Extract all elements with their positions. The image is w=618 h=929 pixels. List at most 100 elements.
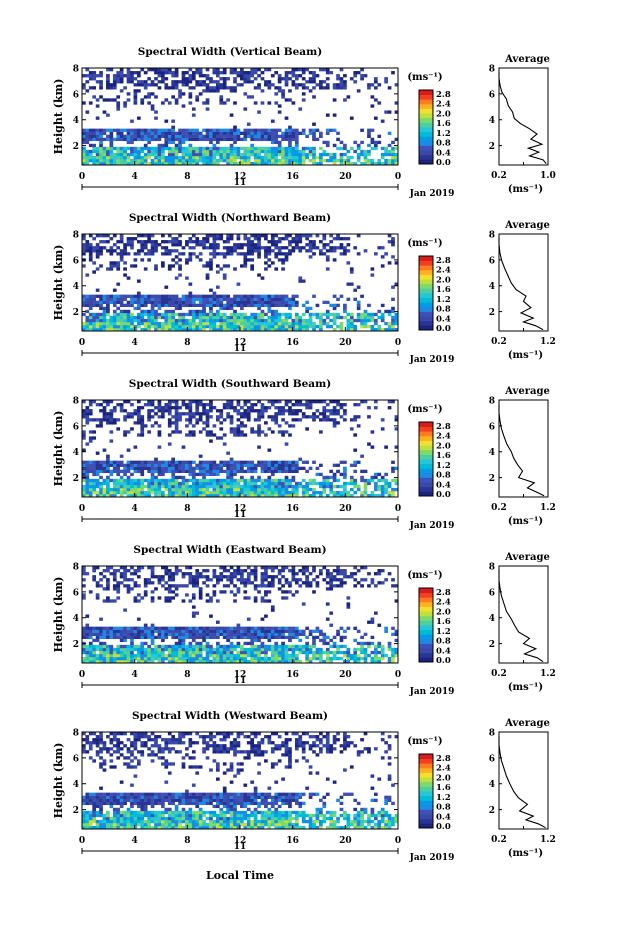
heatmap-cell bbox=[229, 430, 234, 434]
heatmap-cell bbox=[233, 466, 237, 471]
heatmap-cell bbox=[109, 300, 114, 305]
heatmap-cell bbox=[92, 128, 97, 132]
colorbar-swatch bbox=[419, 136, 433, 142]
heatmap-cell bbox=[253, 128, 258, 132]
heatmap-cell bbox=[198, 575, 203, 579]
heatmap-cell bbox=[109, 418, 114, 422]
heatmap-cell bbox=[198, 430, 203, 434]
heatmap-cell bbox=[322, 152, 327, 157]
heatmap-cell bbox=[133, 83, 138, 87]
heatmap-cell bbox=[188, 300, 193, 305]
heatmap-cell bbox=[236, 487, 241, 492]
heatmap-cell bbox=[209, 324, 213, 329]
heatmap-cell bbox=[119, 493, 124, 498]
heatmap-cell bbox=[288, 137, 292, 142]
heatmap-cell bbox=[202, 294, 206, 298]
heatmap-cell bbox=[250, 629, 255, 633]
heatmap-cell bbox=[181, 460, 186, 464]
heatmap-cell bbox=[205, 246, 210, 250]
heatmap-cell bbox=[147, 234, 151, 238]
heatmap-cell bbox=[233, 267, 237, 271]
heatmap-cell bbox=[174, 427, 179, 431]
heatmap-cell bbox=[274, 158, 279, 163]
heatmap-cell bbox=[209, 659, 213, 664]
heatmap-cell bbox=[167, 569, 172, 573]
heatmap-cell bbox=[140, 315, 145, 320]
heatmap-cell bbox=[257, 463, 261, 467]
heatmap-cell bbox=[301, 83, 306, 87]
heatmap-cell bbox=[119, 149, 124, 154]
heatmap-cell bbox=[88, 490, 93, 495]
colorbar-swatch bbox=[419, 131, 433, 137]
heatmap-cell bbox=[198, 243, 203, 247]
heatmap-cell bbox=[174, 276, 179, 280]
heatmap-cell bbox=[161, 158, 165, 163]
heatmap-cell bbox=[257, 460, 261, 464]
heatmap-cell bbox=[250, 300, 255, 305]
heatmap-cell bbox=[171, 463, 176, 467]
heatmap-cell bbox=[123, 490, 127, 495]
heatmap-cell bbox=[343, 306, 347, 311]
heatmap-cell bbox=[161, 321, 165, 326]
heatmap-cell bbox=[212, 137, 217, 142]
heatmap-cell bbox=[181, 321, 186, 326]
heatmap-cell bbox=[312, 400, 316, 404]
heatmap-cell bbox=[191, 593, 196, 597]
heatmap-cell bbox=[243, 264, 248, 268]
heatmap-cell bbox=[112, 318, 117, 323]
heatmap-cell bbox=[136, 653, 141, 658]
heatmap-cell bbox=[119, 240, 124, 244]
heatmap-cell bbox=[267, 487, 272, 492]
heatmap-cell bbox=[136, 146, 141, 151]
heatmap-cell bbox=[174, 137, 179, 142]
heatmap-cell bbox=[161, 650, 165, 655]
heatmap-cell bbox=[116, 146, 121, 151]
average-y-tick-label: 6 bbox=[489, 256, 495, 266]
heatmap-cell bbox=[394, 415, 399, 419]
heatmap-cell bbox=[178, 406, 182, 410]
heatmap-cell bbox=[219, 484, 224, 489]
heatmap-cell bbox=[332, 161, 337, 166]
heatmap-cell bbox=[154, 312, 158, 317]
heatmap-cell bbox=[150, 80, 155, 84]
heatmap-cell bbox=[205, 575, 210, 579]
heatmap-cell bbox=[281, 650, 285, 655]
heatmap-cell bbox=[188, 412, 193, 416]
heatmap-cell bbox=[126, 74, 131, 78]
heatmap-cell bbox=[123, 478, 127, 483]
heatmap-cell bbox=[270, 569, 275, 573]
heatmap-cell bbox=[222, 463, 227, 467]
heatmap-cell bbox=[253, 134, 258, 139]
heatmap-cell bbox=[233, 312, 237, 317]
heatmap-cell bbox=[339, 327, 344, 332]
heatmap-cell bbox=[281, 575, 285, 579]
heatmap-cell bbox=[116, 71, 121, 75]
heatmap-cell bbox=[123, 267, 127, 271]
heatmap-cell bbox=[150, 484, 155, 489]
heatmap-cell bbox=[157, 324, 162, 329]
heatmap-cell bbox=[226, 240, 230, 244]
heatmap-cell bbox=[219, 131, 224, 135]
heatmap-cell bbox=[205, 472, 210, 477]
heatmap-cell bbox=[243, 424, 248, 428]
heatmap-cell bbox=[260, 312, 265, 317]
heatmap-cell bbox=[102, 626, 107, 630]
heatmap-cell bbox=[136, 466, 141, 471]
heatmap-cell bbox=[222, 327, 227, 332]
heatmap-cell bbox=[332, 409, 337, 413]
heatmap-cell bbox=[246, 327, 251, 332]
heatmap-cell bbox=[126, 237, 131, 241]
heatmap-cell bbox=[167, 650, 172, 655]
heatmap-cell bbox=[270, 161, 275, 166]
heatmap-cell bbox=[106, 113, 110, 117]
heatmap-cell bbox=[250, 243, 255, 247]
heatmap-cell bbox=[191, 650, 196, 655]
heatmap-cell bbox=[215, 86, 220, 90]
heatmap-cell bbox=[123, 647, 127, 652]
heatmap-cell bbox=[212, 490, 217, 495]
heatmap-cell bbox=[133, 584, 138, 588]
heatmap-cell bbox=[164, 406, 169, 410]
heatmap-cell bbox=[281, 146, 285, 151]
heatmap-cell bbox=[380, 318, 385, 323]
heatmap-cell bbox=[281, 490, 285, 495]
